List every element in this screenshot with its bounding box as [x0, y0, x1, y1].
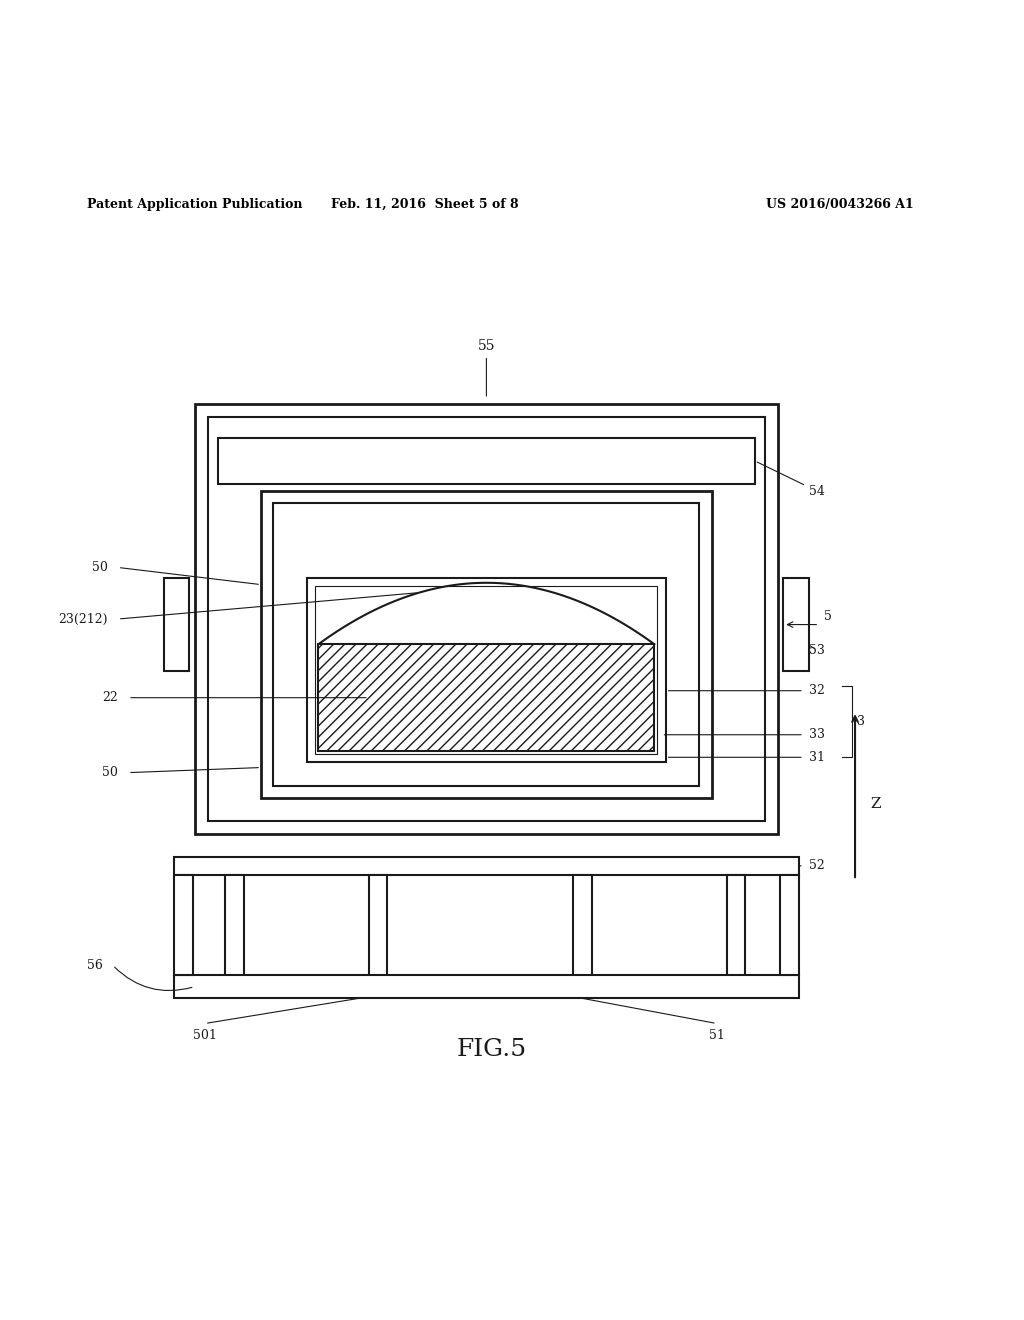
Bar	[573, 875, 592, 977]
Text: Feb. 11, 2016  Sheet 5 of 8: Feb. 11, 2016 Sheet 5 of 8	[331, 198, 519, 211]
Text: Z: Z	[870, 797, 881, 810]
Text: 54: 54	[757, 462, 825, 498]
Text: 33: 33	[809, 729, 825, 742]
Bar	[307, 578, 666, 763]
Text: Patent Application Publication: Patent Application Publication	[87, 198, 302, 211]
Text: 31: 31	[809, 751, 825, 764]
Bar	[218, 438, 755, 484]
Bar	[783, 578, 809, 671]
Text: 50: 50	[91, 561, 108, 574]
Text: 22: 22	[102, 692, 118, 704]
Bar	[273, 503, 699, 785]
Text: 23(212): 23(212)	[58, 612, 108, 626]
Bar	[174, 875, 193, 975]
Bar	[369, 875, 387, 977]
Bar	[315, 586, 657, 754]
Text: 32: 32	[809, 684, 825, 697]
Bar	[195, 404, 778, 834]
Bar	[164, 578, 189, 671]
Bar	[174, 975, 799, 998]
Bar	[261, 491, 712, 799]
Bar	[727, 875, 745, 977]
Text: FIG.5: FIG.5	[457, 1038, 526, 1061]
Bar	[174, 857, 799, 875]
Text: 5: 5	[824, 610, 833, 623]
Bar	[318, 644, 654, 751]
Text: 55: 55	[477, 339, 496, 396]
Text: US 2016/0043266 A1: US 2016/0043266 A1	[766, 198, 913, 211]
Text: 501: 501	[193, 1028, 217, 1041]
Bar	[780, 875, 799, 975]
Text: 50: 50	[101, 766, 118, 779]
Text: 3: 3	[857, 715, 865, 727]
Text: 52: 52	[809, 859, 824, 873]
Text: 56: 56	[86, 958, 102, 972]
Bar	[225, 875, 244, 977]
Text: 51: 51	[709, 1028, 725, 1041]
Text: 53: 53	[809, 644, 825, 656]
Bar	[208, 417, 765, 821]
